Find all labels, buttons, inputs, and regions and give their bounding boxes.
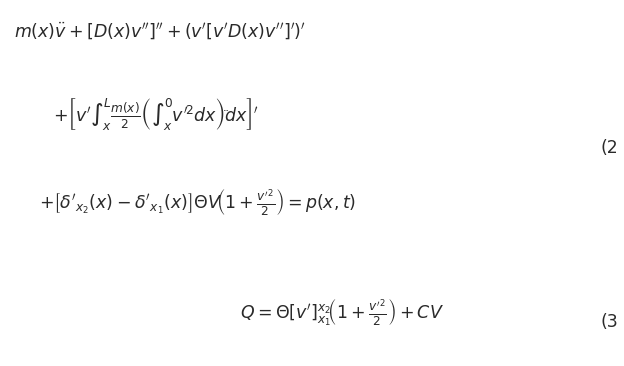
Text: $+ \left[v'\int_x^{\!L}\frac{m(x)}{2}\left(\int_x^{\!0} v'^{\!2}dx\right)^{\!\dd: $+ \left[v'\int_x^{\!L}\frac{m(x)}{2}\le… [53, 97, 259, 133]
Text: (3: (3 [600, 313, 618, 331]
Text: $+ \left[\delta'_{x_2}(x) - \delta'_{x_1}(x)\right]\Theta V\!\left(1 + \frac{v'^: $+ \left[\delta'_{x_2}(x) - \delta'_{x_1… [39, 187, 356, 217]
Text: $m(x)\ddot{v} + [D(x)v'']'' + (v'[v'D(x)v'']')'$: $m(x)\ddot{v} + [D(x)v'']'' + (v'[v'D(x)… [14, 20, 306, 41]
Text: (2: (2 [600, 139, 618, 157]
Text: $Q = \Theta[v']_{x_1}^{x_2}\!\left(1 + \frac{v'^2}{2}\right) + CV$: $Q = \Theta[v']_{x_1}^{x_2}\!\left(1 + \… [240, 298, 444, 329]
